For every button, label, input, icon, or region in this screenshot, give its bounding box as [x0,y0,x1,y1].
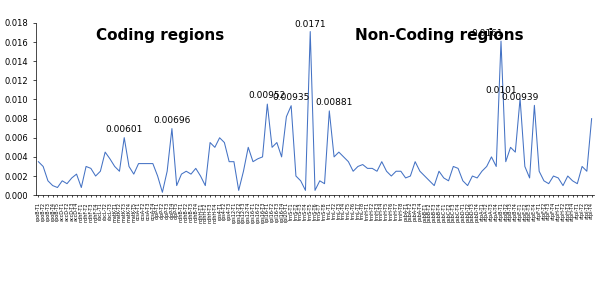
Text: 0.00601: 0.00601 [106,125,143,134]
Text: 0.00935: 0.00935 [272,93,310,102]
Text: Non-Coding regions: Non-Coding regions [355,28,523,43]
Text: 0.00952: 0.00952 [248,91,286,100]
Text: 0.00696: 0.00696 [153,116,191,125]
Text: 0.00881: 0.00881 [316,98,353,107]
Text: 0.00939: 0.00939 [502,92,539,102]
Text: 0.0171: 0.0171 [295,20,326,29]
Text: Coding regions: Coding regions [96,28,224,43]
Text: 0.0161: 0.0161 [471,29,503,38]
Text: 0.0101: 0.0101 [485,86,517,95]
